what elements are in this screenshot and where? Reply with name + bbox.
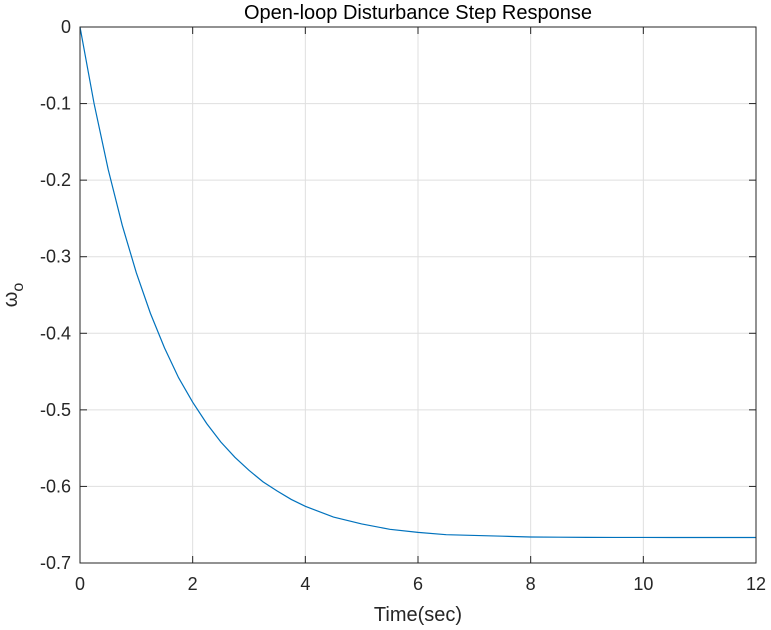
y-tick-label: -0.4 (40, 323, 71, 343)
x-tick-label: 2 (188, 574, 198, 594)
y-axis-label-symbol: ω (0, 292, 22, 308)
series-layer (79, 26, 756, 539)
x-axis-label: Time(sec) (374, 604, 462, 626)
y-tick-label: -0.6 (40, 476, 71, 496)
y-tick-label: -0.5 (40, 400, 71, 420)
ticks (79, 26, 757, 564)
x-tick-label: 0 (75, 574, 85, 594)
y-tick-label: 0 (61, 17, 71, 37)
x-tick-label: 12 (746, 574, 766, 594)
x-tick-label: 10 (633, 574, 653, 594)
x-tick-label: 8 (526, 574, 536, 594)
chart-title: Open-loop Disturbance Step Response (244, 2, 592, 24)
series-line-response (79, 26, 756, 539)
y-tick-label: -0.1 (40, 94, 71, 114)
y-tick-label: -0.2 (40, 170, 71, 190)
y-tick-label: -0.7 (40, 553, 71, 573)
x-tick-labels: 0 2 4 6 8 10 12 (75, 574, 766, 594)
y-axis-label-subscript: o (10, 283, 27, 292)
y-axis-label: ωo (0, 283, 27, 308)
y-tick-labels: 0 -0.1 -0.2 -0.3 -0.4 -0.5 -0.6 -0.7 (40, 17, 71, 573)
x-tick-label: 4 (300, 574, 310, 594)
y-tick-label: -0.3 (40, 247, 71, 267)
x-tick-label: 6 (413, 574, 423, 594)
